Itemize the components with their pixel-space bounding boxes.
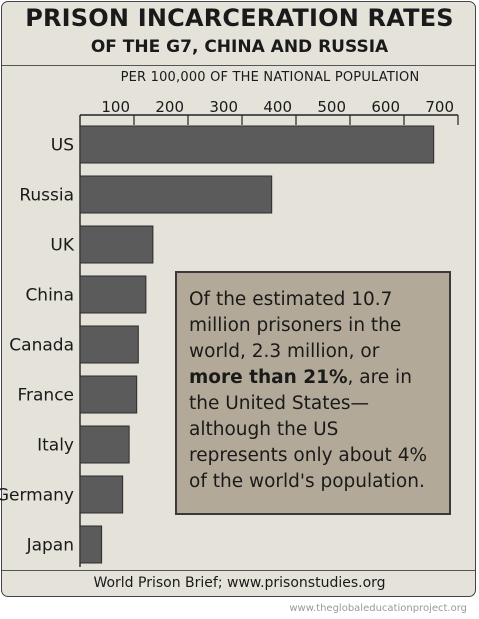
category-label: Canada [9,336,74,356]
bar-us [79,125,435,164]
bar-series [79,125,435,564]
category-labels: US Russia UK China Canada France Italy Germany J… [0,136,75,556]
category-label: Italy [37,436,74,456]
bar-japan [79,525,103,564]
bar-uk [79,225,154,264]
category-label: UK [50,236,74,256]
chart-subtitle: OF THE G7, CHINA AND RUSSIA [90,37,389,57]
bar-germany [79,475,124,514]
x-tick-label: 200 [155,98,184,116]
bar-france [79,375,138,414]
category-label: Japan [26,536,74,556]
x-tick-label: 100 [101,98,130,116]
x-tick-label: 700 [425,98,454,116]
note-text-end: , are in the United States—although the … [189,367,428,492]
category-label: France [17,386,74,406]
bar-china [79,275,147,314]
axis-unit-label: PER 100,000 OF THE NATIONAL POPULATION [120,70,420,85]
header-divider [2,65,475,66]
x-tick-label: 600 [371,98,400,116]
chart-title: PRISON INCARCERATION RATES [25,4,454,32]
bar-russia [79,175,273,214]
category-label: Germany [0,486,74,506]
credit-line: www.theglobaleducationproject.org [289,603,467,614]
source-line: World Prison Brief; www.prisonstudies.or… [93,575,386,591]
category-label: US [51,136,74,156]
bar-canada [79,325,139,364]
x-tick-label: 400 [263,98,292,116]
note-text-highlight: more than 21% [189,367,348,388]
category-label: China [25,286,74,306]
callout-note: Of the estimated 10.7 million prisoners … [175,271,451,515]
x-tick-label: 300 [209,98,238,116]
category-label: Russia [19,186,74,206]
x-tick-label: 500 [317,98,346,116]
note-text-start: Of the estimated 10.7 million prisoners … [189,289,402,362]
bar-italy [79,425,130,464]
footer-divider [2,570,475,571]
